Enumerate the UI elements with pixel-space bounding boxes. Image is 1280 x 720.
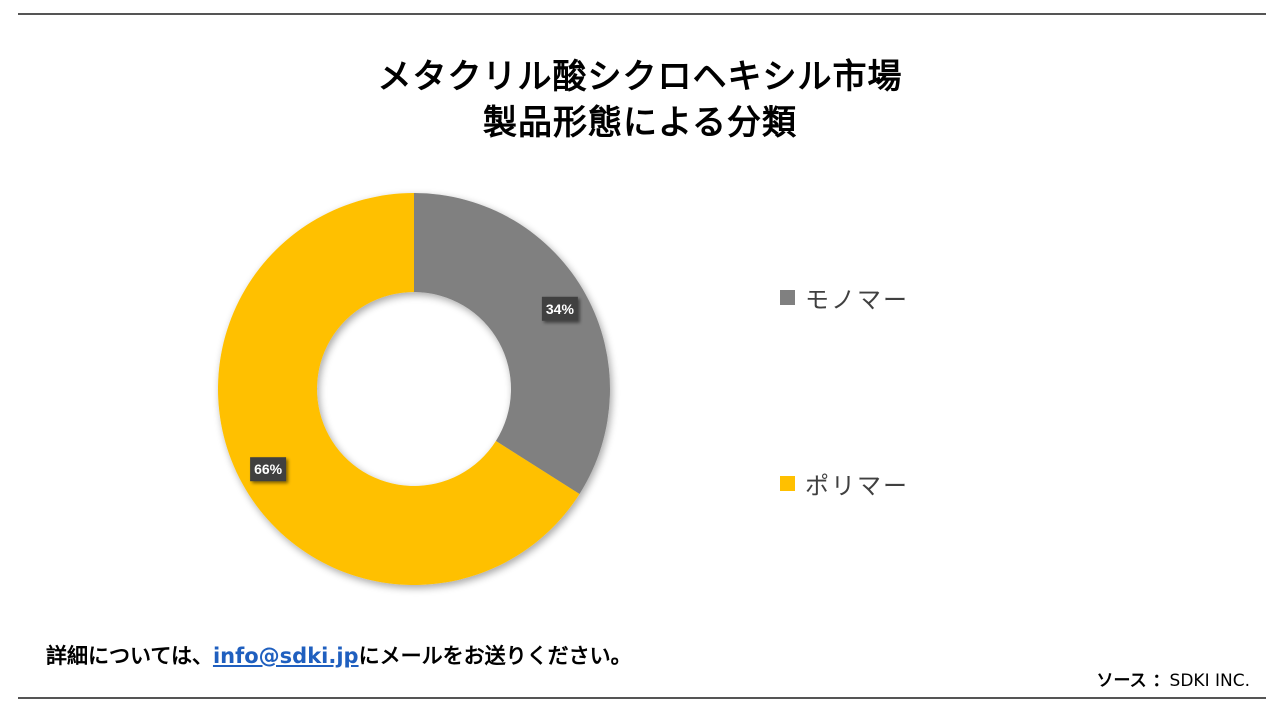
source-label: ソース ：: [1096, 671, 1170, 691]
contact-prefix: 詳細については、: [46, 644, 213, 668]
top-rule: [18, 13, 1266, 15]
legend-swatch-1: [780, 290, 795, 305]
legend-swatch-2: [780, 476, 795, 491]
legend-item-1: モノマー: [780, 280, 909, 315]
source-value: SDKI INC.: [1169, 671, 1250, 691]
bottom-rule: [18, 697, 1266, 699]
data-label-2: 66%: [250, 457, 287, 482]
legend-item-2: ポリマー: [780, 466, 909, 501]
title-line-1: メタクリル酸シクロヘキシル市場: [377, 57, 903, 97]
chart-title: メタクリル酸シクロヘキシル市場 製品形態による分類: [0, 54, 1280, 146]
donut-slice-1: [414, 193, 610, 495]
donut-slice-2: [217, 193, 580, 585]
contact-suffix: にメールをお送りください。: [358, 644, 632, 668]
legend-label-1: モノマー: [805, 286, 909, 314]
legend-label-2: ポリマー: [805, 472, 909, 500]
title-line-2: 製品形態による分類: [483, 103, 797, 143]
email-link[interactable]: info@sdki.jp: [212, 644, 359, 668]
contact-note: 詳細については、info@sdki.jpにメールをお送りください。: [46, 640, 632, 670]
data-label-1: 34%: [541, 296, 578, 321]
source-note: ソース ：SDKI INC.: [1096, 666, 1250, 691]
data-label-text-1: 34%: [546, 301, 575, 317]
data-label-text-2: 66%: [254, 461, 283, 477]
